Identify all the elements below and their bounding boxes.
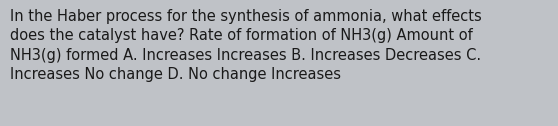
Text: In the Haber process for the synthesis of ammonia, what effects
does the catalys: In the Haber process for the synthesis o… — [10, 9, 482, 83]
